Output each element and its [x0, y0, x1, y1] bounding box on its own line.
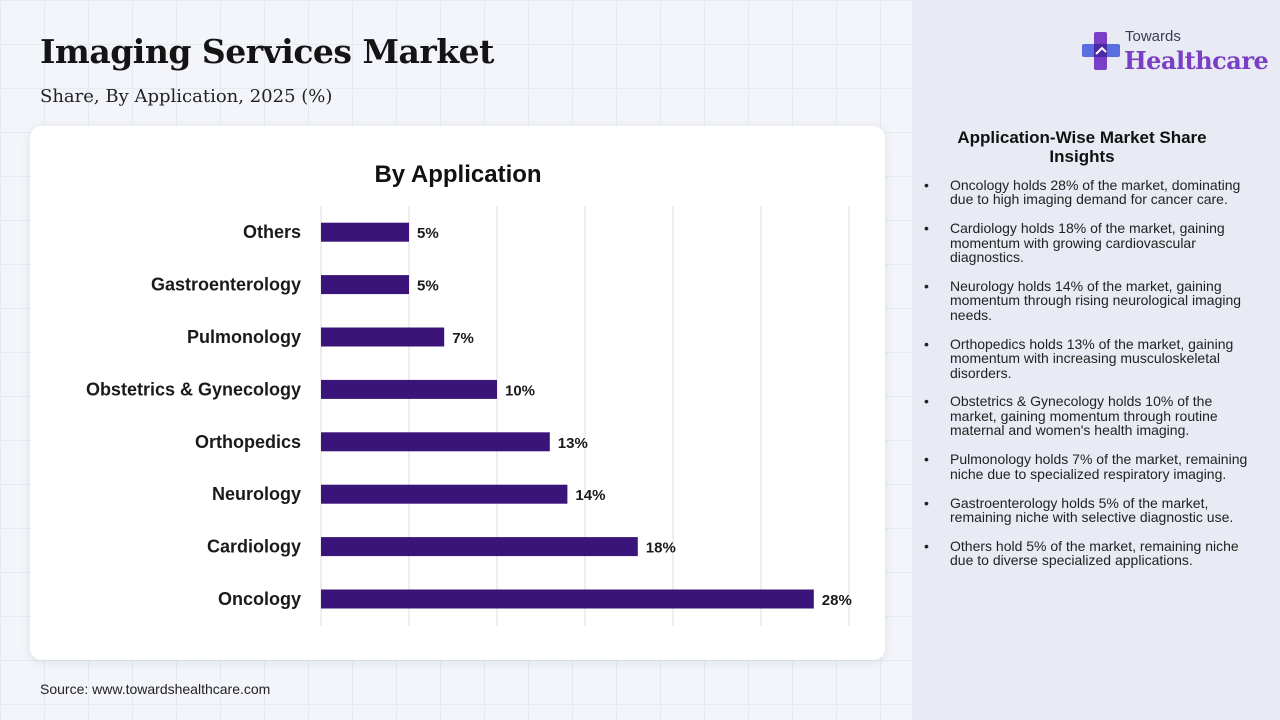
insight-item: • Oncology holds 28% of the market, domin…	[924, 178, 1254, 207]
logo-text-towards: Towards	[1125, 28, 1181, 45]
value-label: 14%	[575, 487, 605, 504]
insight-text: Oncology holds 28% of the market, domina…	[950, 177, 1241, 208]
bar	[321, 484, 568, 504]
category-label: Gastroenterology	[151, 275, 301, 295]
bullet-icon: •	[924, 451, 929, 468]
insight-item: • Gastroenterology holds 5% of the market…	[924, 494, 1254, 525]
chart-bars	[321, 222, 814, 609]
insight-item: • Obstetrics & Gynecology holds 10% of th…	[924, 394, 1254, 437]
bullet-icon: •	[924, 393, 929, 410]
value-label: 10%	[505, 382, 535, 399]
medical-cross-icon	[1082, 32, 1120, 70]
bar	[321, 275, 409, 295]
chart-category-labels: Others Gastroenterology Pulmonology Obstetr…	[86, 222, 301, 609]
bar	[321, 379, 497, 399]
insight-text: Neurology holds 14% of the market, gaini…	[950, 278, 1242, 323]
value-label: 28%	[822, 592, 852, 609]
insight-text: Others hold 5% of the market, remaining …	[950, 537, 1239, 569]
category-label: Pulmonology	[187, 327, 301, 347]
category-label: Obstetrics & Gynecology	[86, 379, 301, 399]
category-label: Others	[243, 222, 301, 242]
bar-chart: By Application Others Gastroenterology Pul…	[86, 161, 852, 626]
bullet-icon: •	[924, 537, 929, 554]
insight-text: Orthopedics holds 13% of the market, gai…	[950, 335, 1234, 381]
value-label: 13%	[558, 435, 588, 452]
value-label: 7%	[452, 330, 474, 347]
logo-text-healthcare: Healthcare	[1124, 46, 1269, 75]
bullet-icon: •	[924, 335, 929, 352]
value-label: 5%	[417, 225, 439, 242]
insights-panel	[912, 0, 1280, 720]
bullet-icon: •	[924, 177, 929, 193]
insights-title: Application-Wise Market Share Insights	[957, 128, 1207, 166]
chart-title: By Application	[374, 161, 541, 188]
insight-item: • Orthopedics holds 13% of the market, ga…	[924, 335, 1254, 381]
category-label: Neurology	[212, 484, 301, 504]
insight-text: Obstetrics & Gynecology holds 10% of the…	[950, 393, 1218, 439]
chart-value-labels: 5% 5% 7% 10% 13% 14% 18% 28%	[417, 225, 852, 609]
bar	[321, 432, 550, 452]
insight-item: • Others hold 5% of the market, remaining…	[924, 537, 1254, 569]
insight-item: • Cardiology holds 18% of the market, gai…	[924, 221, 1254, 264]
bullet-icon: •	[924, 220, 929, 237]
bullet-icon: •	[924, 494, 929, 511]
bar	[321, 222, 409, 242]
category-label: Oncology	[218, 589, 301, 609]
category-label: Orthopedics	[195, 432, 301, 452]
insight-item: • Pulmonology holds 7% of the market, rem…	[924, 452, 1254, 481]
page-subtitle: Share, By Application, 2025 (%)	[40, 86, 333, 107]
value-label: 5%	[417, 278, 439, 295]
bar	[321, 327, 445, 347]
bullet-icon: •	[924, 278, 929, 295]
source-note: Source: www.towardshealthcare.com	[40, 681, 271, 697]
page-title: Imaging Services Market	[40, 32, 494, 71]
value-label: 18%	[646, 540, 676, 557]
insight-item: • Neurology holds 14% of the market, gain…	[924, 279, 1254, 322]
chart-gridlines	[320, 206, 850, 626]
bar	[321, 537, 638, 557]
insight-text: Cardiology holds 18% of the market, gain…	[950, 220, 1225, 266]
bar	[321, 589, 814, 609]
category-label: Cardiology	[207, 537, 301, 557]
insights-list: • Oncology holds 28% of the market, domin…	[924, 178, 1254, 582]
insight-text: Gastroenterology holds 5% of the market,…	[950, 494, 1234, 525]
insight-text: Pulmonology holds 7% of the market, rema…	[950, 451, 1248, 482]
chart-card: By Application Others Gastroenterology Pul…	[30, 126, 885, 660]
brand-logo[interactable]: Towards Healthcare	[1080, 28, 1269, 78]
